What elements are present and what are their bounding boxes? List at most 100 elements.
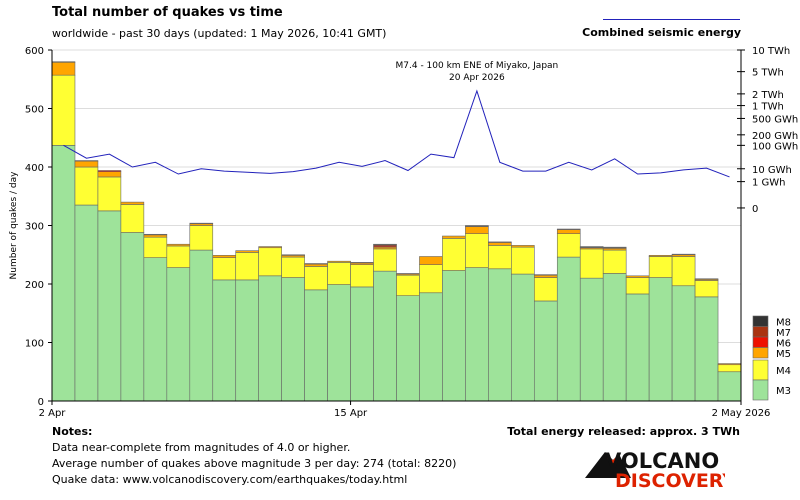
bar-m5-day-1 [51, 61, 76, 76]
bar-m4-day-11 [281, 256, 305, 278]
logo-line-2: DISCOVERY [615, 470, 725, 492]
bar-m4-day-8 [212, 257, 237, 281]
chart-subtitle: worldwide - past 30 days (updated: 1 May… [52, 27, 387, 40]
legend-swatch-m3 [752, 379, 769, 401]
bar-m5-day-30 [717, 363, 742, 366]
bar-m4-day-26 [625, 277, 650, 295]
bar-m4-day-5 [143, 236, 168, 258]
bar-m3-day-7 [189, 249, 214, 402]
bar-m3-day-13 [327, 284, 351, 402]
bar-m4-day-16 [396, 274, 420, 297]
bar-m5-day-26 [625, 275, 650, 278]
annotation-line-2: 20 Apr 2026 [449, 73, 505, 83]
bar-m6-day-20 [488, 241, 512, 243]
bar-m5-day-4 [120, 201, 145, 205]
bar-m3-day-25 [602, 273, 627, 402]
volcano-icon [585, 452, 631, 478]
note-line-1: Data near-complete from magnitudes of 4.… [52, 441, 351, 454]
bar-m3-day-11 [281, 277, 305, 402]
bar-m4-day-2 [74, 166, 99, 206]
bar-m6-day-23 [556, 228, 581, 230]
bar-m3-day-3 [97, 210, 122, 402]
y-tick-label: 400 [25, 163, 44, 174]
bar-m4-day-29 [694, 280, 719, 298]
bar-m4-day-3 [97, 176, 122, 212]
bar-m5-day-9 [235, 250, 260, 253]
bar-m5-day-18 [442, 235, 466, 239]
bar-m4-day-7 [189, 225, 214, 251]
bar-m4-day-15 [373, 248, 397, 272]
bar-m4-day-27 [648, 256, 673, 278]
bar-m3-day-20 [488, 268, 512, 402]
energy-tick-label: 10 TWh [752, 46, 790, 57]
legend-label-m8: M8 [776, 317, 791, 328]
bar-m5-day-6 [166, 243, 191, 247]
bar-m3-day-18 [442, 270, 466, 402]
y-tick-label: 200 [25, 280, 44, 291]
bar-m4-day-23 [556, 233, 581, 258]
logo-line-1: VOLCANO [605, 449, 719, 473]
bar-m5-day-17 [419, 256, 443, 265]
y-tick-label: 600 [25, 46, 44, 57]
bar-m6-day-11 [281, 254, 305, 256]
notes-title: Notes: [52, 425, 93, 438]
bar-m8-day-15 [373, 243, 397, 246]
energy-tick-label: 1 TWh [752, 102, 784, 113]
bar-m4-day-25 [602, 249, 627, 274]
bar-m5-day-2 [74, 160, 99, 168]
bar-m4-day-13 [327, 262, 351, 285]
bar-m6-day-29 [694, 278, 719, 280]
bar-m4-day-17 [419, 264, 443, 294]
legend-label-m5: M5 [776, 349, 791, 360]
bar-m4-day-6 [166, 245, 191, 268]
bar-m4-day-20 [488, 245, 512, 270]
y-tick-label: 300 [25, 222, 44, 233]
bar-m4-day-1 [51, 74, 76, 146]
bar-m6-day-7 [189, 222, 214, 225]
bar-m6-day-3 [97, 170, 122, 172]
total-energy: Total energy released: approx. 3 TWh [507, 425, 740, 438]
bar-m4-day-12 [304, 266, 328, 291]
bar-m4-day-30 [717, 364, 742, 373]
note-line-3: Quake data: www.volcanodiscovery.com/ear… [52, 473, 408, 486]
bar-m3-day-2 [74, 204, 99, 402]
bar-m7-day-25 [602, 246, 627, 249]
bar-m5-day-8 [212, 255, 237, 258]
bar-m3-day-26 [625, 293, 650, 402]
bar-m5-day-13 [327, 260, 351, 263]
bar-m5-day-12 [304, 263, 328, 267]
bar-m5-day-23 [556, 229, 581, 234]
energy-line [63, 89, 730, 178]
volcanodiscovery-logo: VOLCANO DISCOVERY [585, 449, 725, 492]
y-tick-label: 0 [38, 397, 44, 408]
legend-swatch-m5 [752, 347, 769, 359]
bar-m6-day-5 [143, 233, 168, 236]
legend-swatch-m8 [752, 315, 769, 327]
energy-tick-label: 100 GWh [752, 141, 798, 152]
legend-swatch-m7 [752, 326, 769, 338]
legend-label-m6: M6 [776, 338, 791, 349]
x-tick-label: 2 Apr [39, 408, 67, 419]
bar-m3-day-4 [120, 232, 145, 402]
bar-m6-day-2 [74, 160, 99, 162]
energy-legend-label: Combined seismic energy [582, 26, 741, 39]
energy-tick-label: 5 TWh [752, 68, 784, 79]
legend-swatch-m6 [752, 336, 769, 348]
bar-m3-day-23 [556, 256, 581, 402]
bar-m4-day-21 [511, 246, 535, 275]
bar-m3-day-30 [717, 371, 742, 402]
bar-m4-day-14 [350, 264, 374, 288]
bar-m3-day-1 [51, 145, 76, 402]
legend-label-m3: M3 [776, 386, 791, 397]
energy-tick-label: 200 GWh [752, 131, 798, 142]
bar-m3-day-21 [511, 273, 535, 402]
bar-m3-day-29 [694, 296, 719, 402]
y-tick-label: 100 [25, 339, 44, 350]
bar-m3-day-14 [350, 286, 374, 402]
bar-m6-day-12 [304, 263, 328, 265]
bar-m3-day-16 [396, 295, 420, 402]
legend-label-m7: M7 [776, 328, 791, 339]
y-tick-label: 500 [25, 105, 44, 116]
bar-m3-day-6 [166, 267, 191, 402]
bar-m6-day-22 [533, 274, 558, 276]
